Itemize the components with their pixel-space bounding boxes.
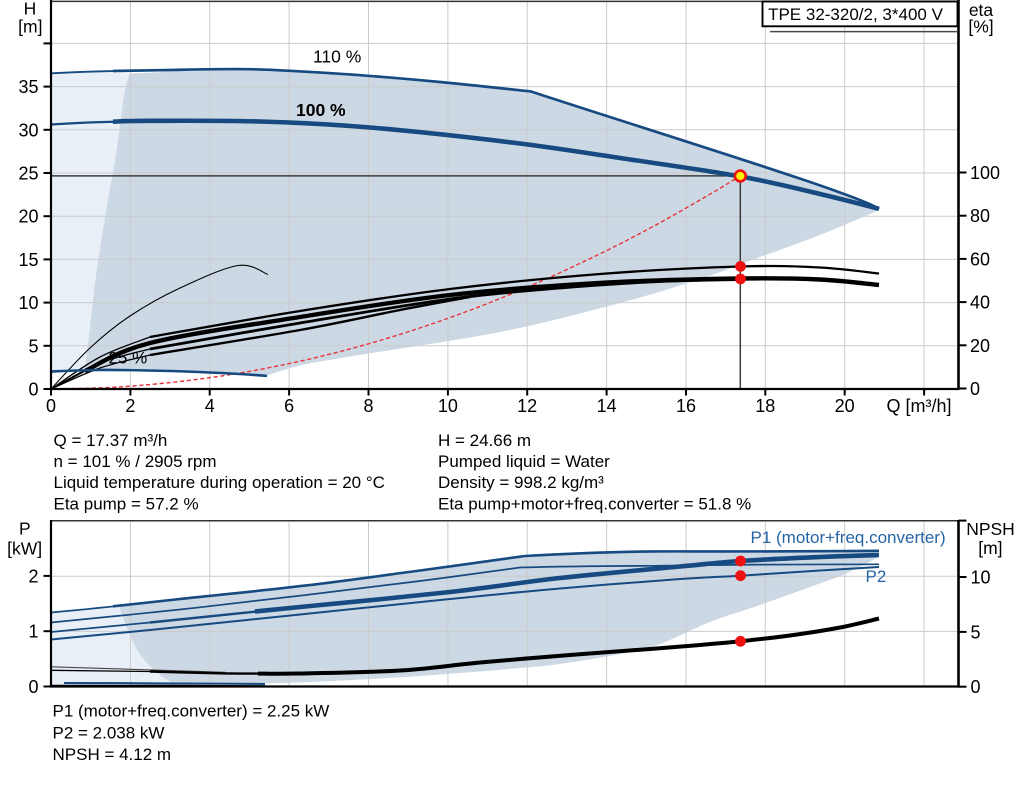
svg-text:Pumped liquid = Water: Pumped liquid = Water — [438, 452, 610, 471]
svg-text:P2: P2 — [866, 567, 887, 586]
svg-text:NPSH: NPSH — [966, 519, 1015, 539]
svg-text:Q [m³/h]: Q [m³/h] — [886, 396, 951, 416]
svg-text:Liquid temperature during oper: Liquid temperature during operation = 20… — [54, 473, 385, 492]
svg-text:TPE 32-320/2, 3*400 V: TPE 32-320/2, 3*400 V — [768, 5, 944, 24]
svg-text:25: 25 — [18, 164, 38, 184]
svg-text:20: 20 — [835, 396, 855, 416]
svg-text:n = 101 % / 2905 rpm: n = 101 % / 2905 rpm — [54, 452, 217, 471]
svg-text:14: 14 — [597, 396, 617, 416]
svg-text:Density = 998.2 kg/m³: Density = 998.2 kg/m³ — [438, 473, 604, 492]
svg-text:0: 0 — [46, 396, 56, 416]
svg-text:Q = 17.37 m³/h: Q = 17.37 m³/h — [54, 431, 168, 450]
svg-text:[m]: [m] — [978, 538, 1002, 558]
svg-text:25 %: 25 % — [109, 349, 148, 368]
svg-text:80: 80 — [970, 206, 990, 226]
svg-text:[m]: [m] — [18, 17, 42, 37]
svg-text:100 %: 100 % — [296, 100, 346, 120]
svg-text:1: 1 — [28, 622, 38, 642]
svg-text:[%]: [%] — [968, 17, 993, 37]
svg-text:20: 20 — [970, 336, 990, 356]
svg-text:Eta pump+motor+freq.converter: Eta pump+motor+freq.converter = 51.8 % — [438, 494, 751, 513]
svg-text:35: 35 — [18, 77, 38, 97]
svg-text:2: 2 — [28, 566, 38, 586]
svg-text:10: 10 — [971, 568, 991, 588]
svg-text:20: 20 — [18, 207, 38, 227]
svg-text:110 %: 110 % — [313, 46, 361, 66]
svg-text:0: 0 — [28, 677, 38, 697]
svg-text:0: 0 — [970, 379, 980, 399]
svg-text:8: 8 — [363, 396, 373, 416]
svg-text:12: 12 — [517, 396, 537, 416]
svg-text:eta: eta — [969, 0, 994, 20]
svg-text:16: 16 — [676, 396, 696, 416]
svg-text:10: 10 — [438, 396, 458, 416]
svg-text:Eta pump = 57.2 %: Eta pump = 57.2 % — [54, 494, 199, 513]
svg-text:P2 = 2.038 kW: P2 = 2.038 kW — [53, 723, 165, 742]
svg-text:10: 10 — [18, 293, 38, 313]
svg-text:H = 24.66 m: H = 24.66 m — [438, 431, 531, 450]
svg-text:P: P — [19, 519, 31, 539]
svg-text:P1 (motor+freq.converter): P1 (motor+freq.converter) — [751, 528, 946, 547]
svg-text:18: 18 — [755, 396, 775, 416]
svg-text:H: H — [24, 0, 37, 19]
svg-text:5: 5 — [28, 336, 38, 356]
svg-text:2: 2 — [125, 396, 135, 416]
svg-text:P1 (motor+freq.converter) = 2.: P1 (motor+freq.converter) = 2.25 kW — [53, 702, 330, 721]
svg-text:5: 5 — [971, 622, 981, 642]
svg-text:NPSH = 4.12 m: NPSH = 4.12 m — [53, 745, 172, 764]
svg-text:[kW]: [kW] — [7, 538, 42, 558]
svg-text:15: 15 — [18, 250, 38, 270]
svg-text:100: 100 — [970, 163, 1000, 183]
svg-text:4: 4 — [205, 396, 215, 416]
svg-text:40: 40 — [970, 293, 990, 313]
svg-text:0: 0 — [28, 380, 38, 400]
svg-text:60: 60 — [970, 249, 990, 269]
svg-text:0: 0 — [971, 677, 981, 697]
svg-text:6: 6 — [284, 396, 294, 416]
svg-text:30: 30 — [18, 120, 38, 140]
